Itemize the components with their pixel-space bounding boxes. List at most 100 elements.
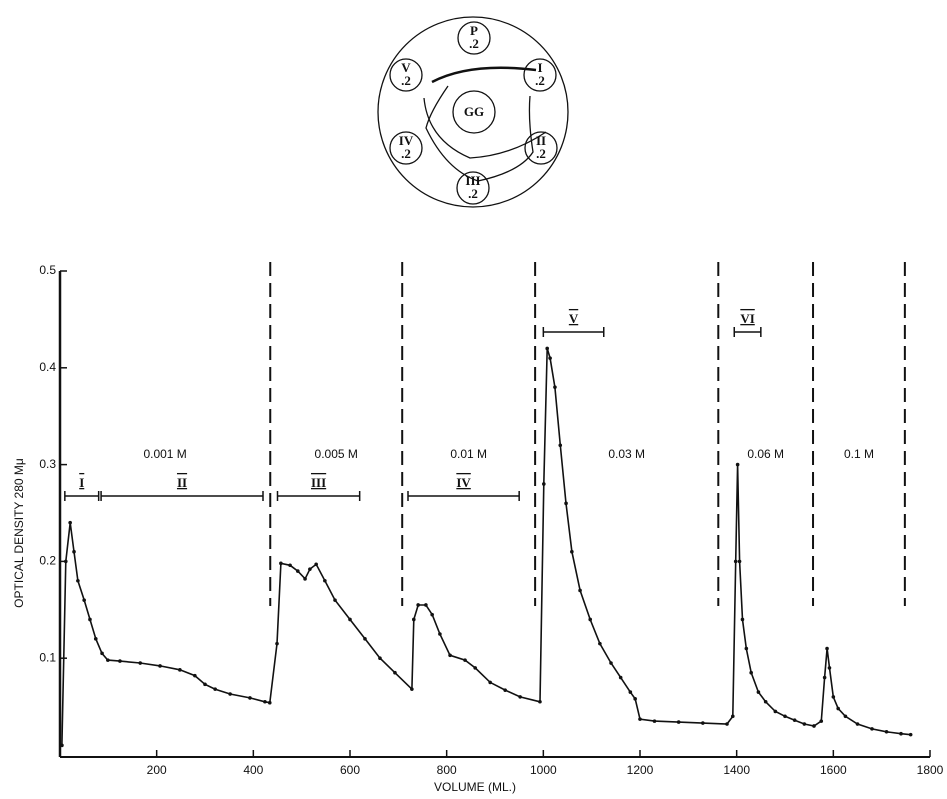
data-point [899, 731, 903, 736]
data-point [701, 721, 705, 725]
y-tick-label: 0.1 [39, 650, 56, 664]
data-point [303, 577, 307, 581]
buffer-label: 0.1 M [844, 447, 874, 461]
data-point [438, 632, 442, 636]
well-label: III [465, 173, 480, 188]
data-point [633, 697, 637, 701]
data-point [203, 682, 207, 687]
data-point [652, 719, 657, 723]
data-point [412, 617, 416, 622]
well-dose: .2 [535, 73, 545, 88]
well [389, 131, 423, 165]
x-tick-label: 1000 [530, 763, 557, 777]
well [523, 58, 557, 92]
data-point [756, 690, 761, 694]
well [456, 171, 490, 205]
well-label: IV [399, 133, 414, 148]
well-label: I [537, 60, 542, 75]
data-point [275, 641, 279, 646]
well-dose: .2 [536, 146, 546, 161]
precipitin-arc [425, 85, 534, 182]
well-dose: .2 [401, 73, 411, 88]
data-point [118, 659, 122, 663]
y-tick-label: 0.5 [39, 263, 56, 277]
data-point [588, 617, 593, 622]
x-tick-label: 800 [437, 763, 457, 777]
data-point [744, 646, 749, 651]
data-point [430, 612, 434, 617]
data-point [763, 699, 768, 704]
precipitin-arc [423, 97, 547, 159]
data-point [323, 578, 327, 583]
buffer-label: 0.001 M [143, 447, 186, 461]
data-point [267, 700, 272, 705]
data-point [473, 666, 477, 670]
data-point [870, 727, 874, 731]
well-label: P [470, 23, 478, 38]
data-point [248, 696, 252, 700]
data-point [348, 617, 352, 622]
data-point [737, 559, 742, 564]
data-point [178, 668, 182, 672]
data-point [578, 588, 582, 593]
x-tick-label: 1600 [820, 763, 847, 777]
data-point [76, 578, 80, 583]
data-point [448, 653, 452, 658]
x-axis-title: VOLUME (ML.) [434, 780, 516, 794]
center-label: GG [464, 104, 484, 119]
data-point [749, 670, 753, 675]
precipitin-arc [431, 66, 537, 84]
x-tick-label: 1800 [917, 763, 944, 777]
data-point [812, 724, 816, 728]
data-point [228, 692, 232, 696]
data-point [802, 722, 807, 726]
data-point [628, 690, 633, 694]
data-point [488, 680, 492, 685]
well [389, 58, 423, 92]
data-point [618, 675, 623, 680]
data-point [393, 670, 397, 675]
data-point [88, 617, 92, 622]
data-point [831, 695, 836, 699]
buffer-label: 0.005 M [315, 447, 358, 461]
data-point [819, 719, 824, 723]
data-point [193, 673, 197, 678]
data-point [884, 729, 889, 734]
buffer-label: 0.01 M [450, 447, 487, 461]
data-point [825, 646, 829, 651]
data-point [843, 714, 848, 719]
data-point [570, 549, 574, 554]
data-point [72, 549, 76, 554]
data-point [314, 562, 318, 567]
data-line [61, 348, 911, 746]
fraction-label: V [569, 311, 579, 326]
data-point [676, 720, 681, 724]
data-point [792, 718, 797, 722]
plate [377, 16, 569, 208]
data-point [263, 699, 267, 704]
data-point [733, 559, 738, 564]
data-point [410, 687, 414, 691]
data-point [545, 346, 549, 351]
data-point [518, 695, 522, 699]
well-label: II [536, 133, 546, 148]
data-point [558, 443, 563, 448]
data-point [836, 706, 840, 711]
data-point [138, 661, 143, 665]
data-point [503, 688, 507, 692]
data-point [82, 598, 86, 602]
buffer-label: 0.06 M [747, 447, 784, 461]
center-well [452, 90, 496, 134]
y-tick-label: 0.3 [39, 457, 56, 471]
data-point [106, 658, 110, 662]
buffer-label: 0.03 M [608, 447, 645, 461]
data-point [378, 656, 382, 660]
fraction-label: I [79, 475, 84, 490]
data-point [783, 714, 787, 719]
data-point [213, 687, 217, 691]
data-point [158, 664, 162, 668]
data-point [308, 567, 312, 571]
well-dose: .2 [401, 146, 411, 161]
x-tick-label: 1400 [723, 763, 750, 777]
